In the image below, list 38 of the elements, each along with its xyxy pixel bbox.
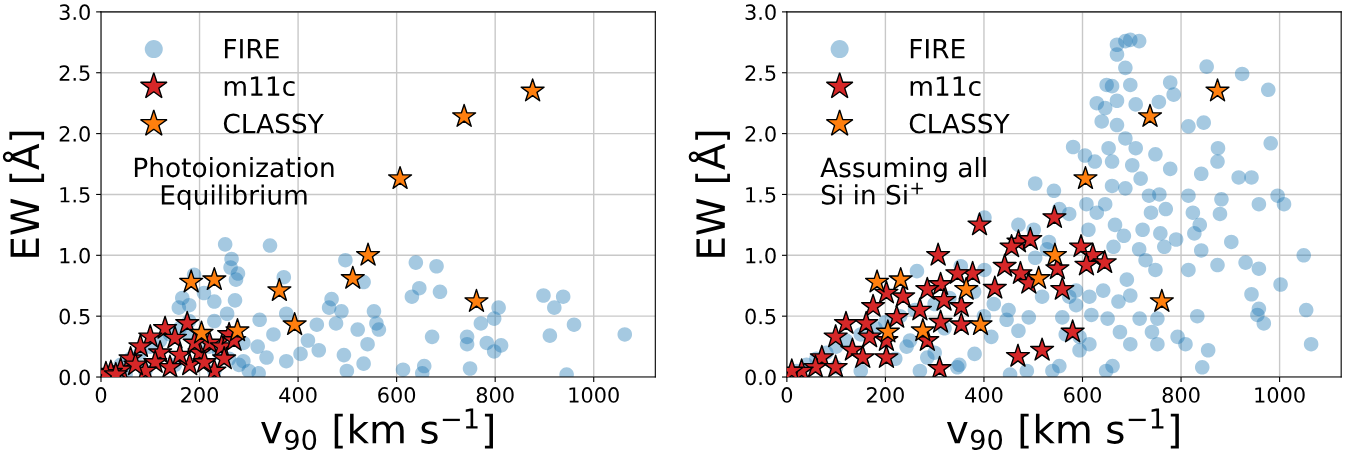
y-tick-label: 0.0	[59, 369, 90, 386]
y-tick-label: 0.5	[745, 308, 776, 325]
legend-label: FIRE	[910, 39, 965, 59]
x-tick-label: 800	[476, 387, 514, 403]
legend-label: m11c	[910, 76, 981, 97]
y-tick-label: 2.0	[745, 126, 776, 142]
x-tick-label: 0	[781, 387, 793, 403]
y-tick-label: 1.5	[60, 187, 90, 203]
legend-label: FIRE	[224, 39, 279, 59]
x-tick-label: 600	[378, 387, 416, 403]
y-tick-label: 1.0	[60, 247, 90, 264]
x-tick-label: 800	[1162, 387, 1200, 403]
x-tick-label: 600	[1064, 387, 1101, 403]
x-tick-label: 200	[867, 387, 904, 403]
legend-label: m11c	[224, 76, 295, 97]
annotation: Assuming all Si in Si$^{+}$	[820, 156, 986, 205]
x-tick-label: 1000	[1255, 387, 1305, 403]
y-tick-label: 1.5	[746, 187, 776, 203]
x-axis-title: v$_{90}$ [km s$^{−1}$]	[946, 408, 1179, 451]
y-tick-label: 3.0	[59, 4, 90, 21]
x-tick-label: 400	[965, 387, 1003, 403]
y-tick-label: 3.0	[745, 4, 776, 21]
annotation: Photoionization Equilibrium	[134, 156, 334, 211]
x-tick-label: 400	[279, 387, 317, 403]
y-tick-label: 2.5	[745, 65, 776, 81]
y-tick-label: 2.0	[59, 126, 90, 142]
y-tick-label: 0.5	[59, 308, 90, 325]
x-axis-title: v$_{90}$ [km s$^{−1}$]	[261, 408, 493, 451]
y-axis-title: EW [Å]	[688, 131, 730, 257]
x-tick-label: 0	[95, 387, 107, 403]
x-tick-label: 1000	[569, 387, 619, 403]
y-axis-title: EW [Å]	[2, 131, 45, 257]
x-tick-label: 200	[181, 387, 219, 403]
y-tick-label: 2.5	[59, 65, 90, 81]
legend-label: CLASSY	[223, 113, 324, 134]
legend-label: CLASSY	[909, 113, 1010, 134]
y-tick-label: 0.0	[745, 369, 776, 386]
y-tick-label: 1.0	[746, 247, 776, 264]
